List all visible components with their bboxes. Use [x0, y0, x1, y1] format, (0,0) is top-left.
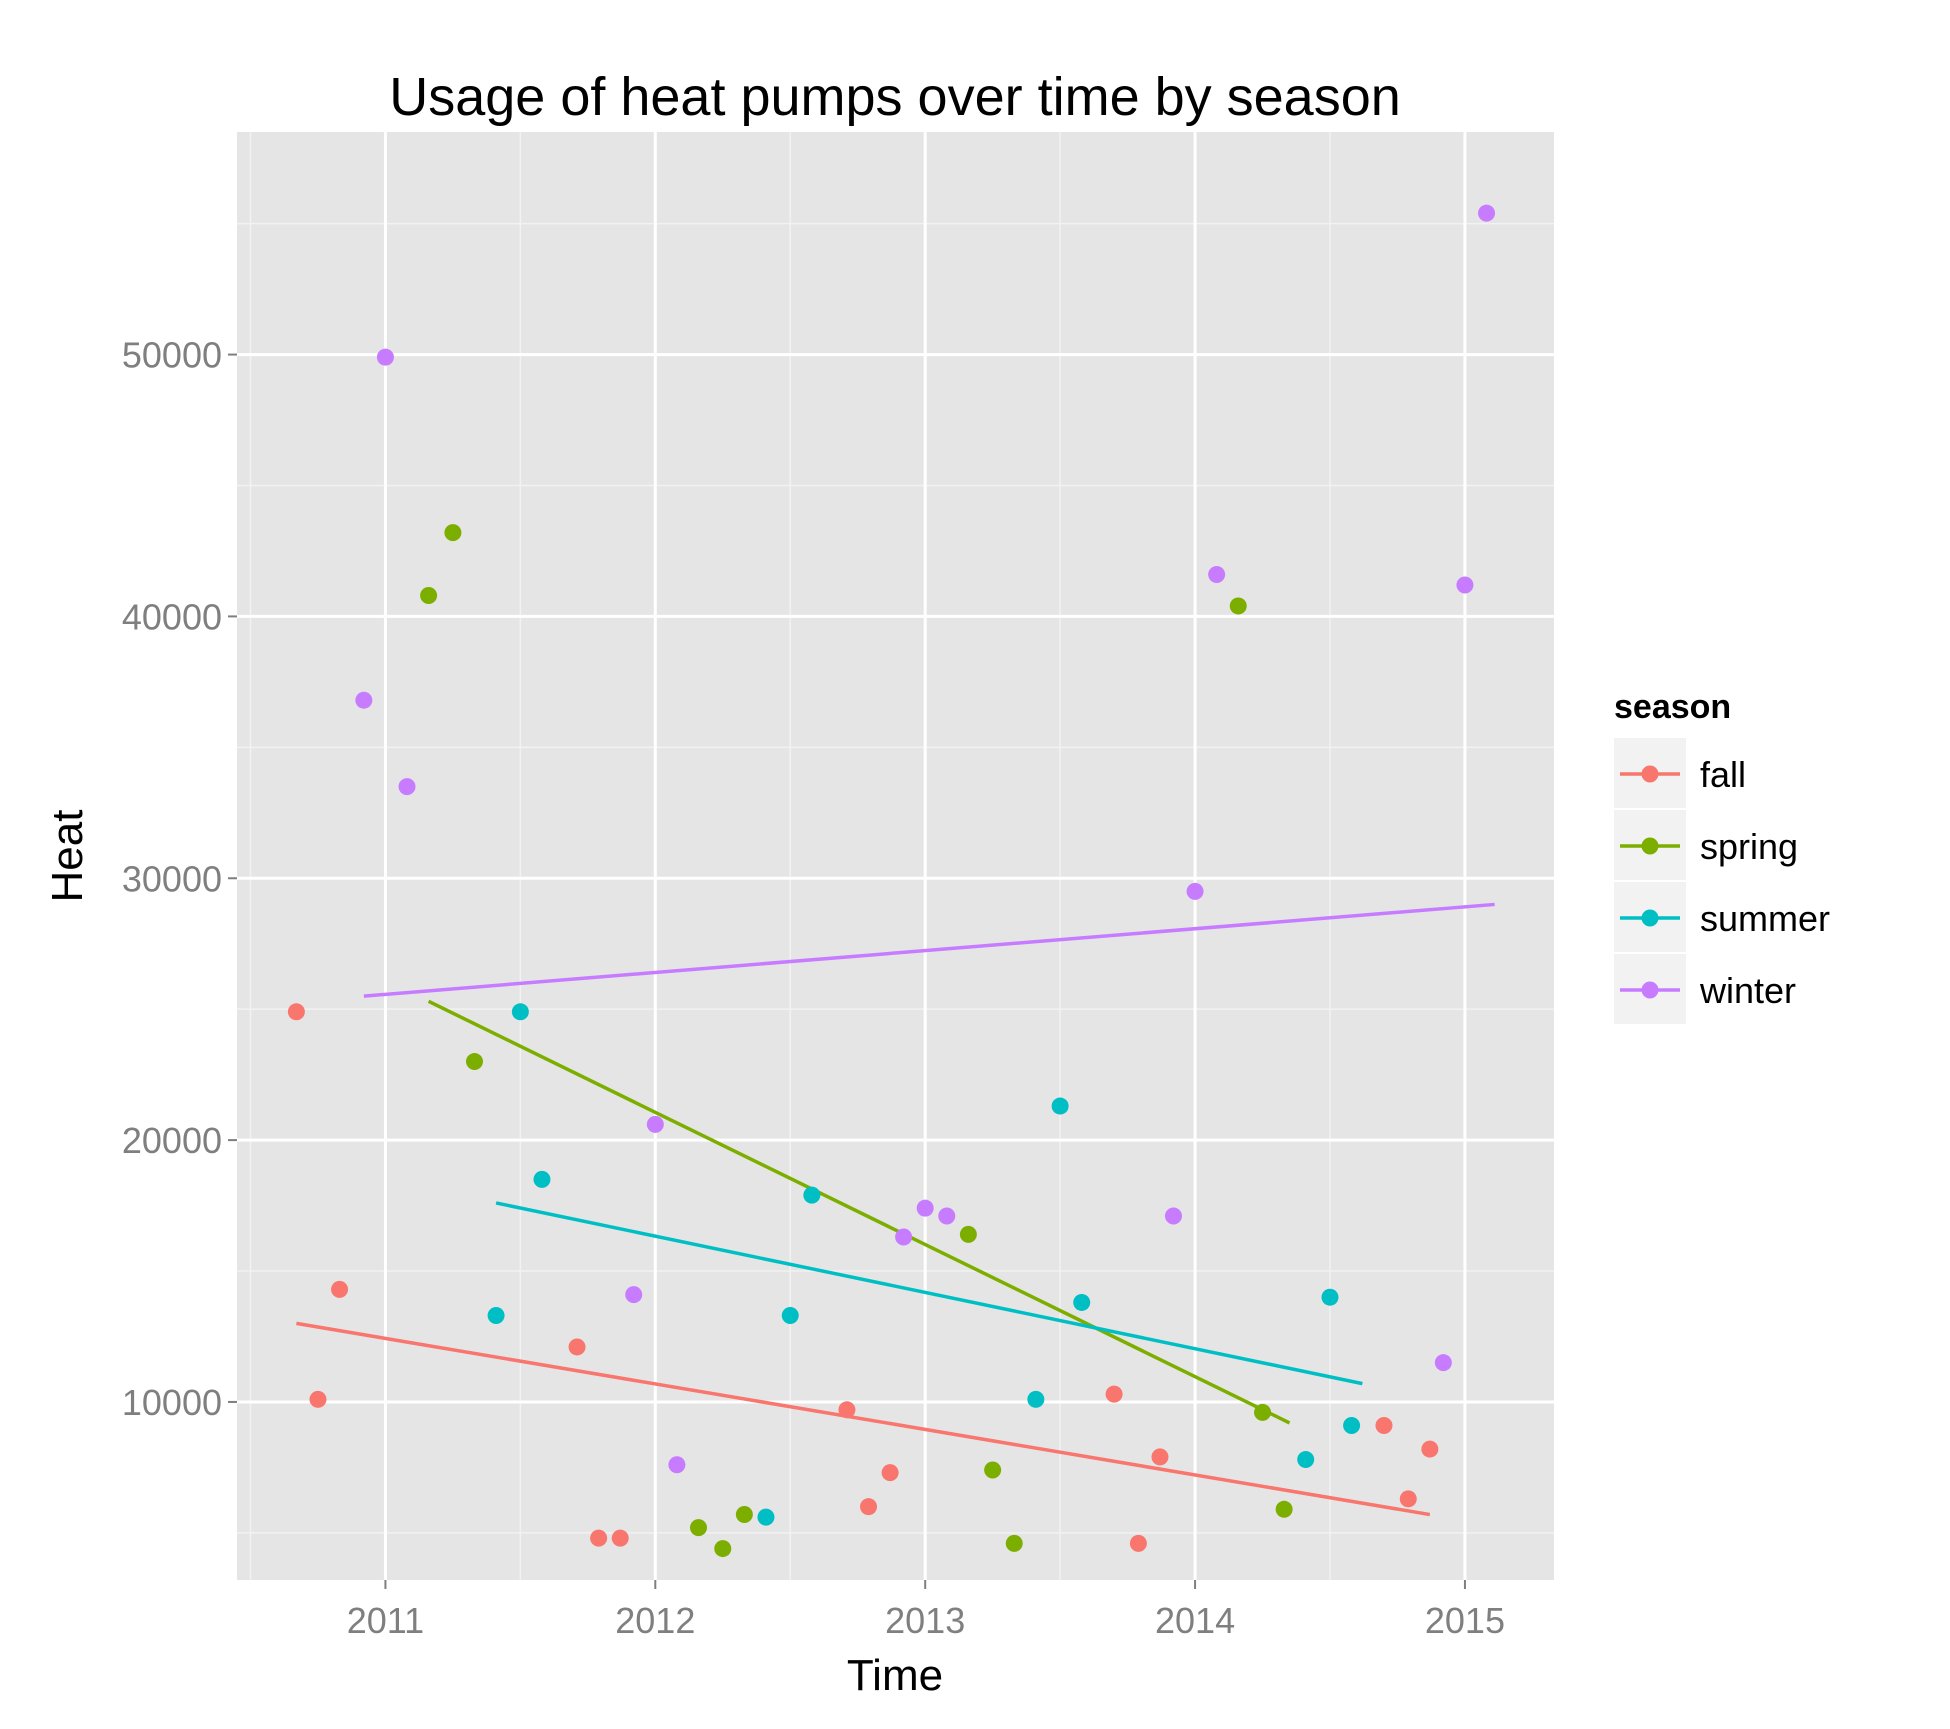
fall-point: [568, 1338, 586, 1356]
legend-key-point-fall: [1641, 765, 1659, 783]
grid-major: [237, 132, 1554, 1580]
fall-point: [590, 1529, 608, 1547]
summer-point: [1073, 1293, 1091, 1311]
x-tick-label: 2011: [347, 1600, 424, 1641]
plot-panel: [237, 132, 1554, 1580]
spring-point: [959, 1225, 977, 1243]
legend-label-winter: winter: [1699, 970, 1796, 1011]
fall-point: [1399, 1490, 1417, 1508]
summer-trend-line: [495, 1201, 1363, 1386]
fall-point: [1129, 1534, 1147, 1552]
spring-point: [689, 1519, 707, 1537]
winter-point: [668, 1456, 686, 1474]
winter-point: [1434, 1354, 1452, 1372]
winter-point: [1186, 882, 1204, 900]
winter-point: [1164, 1207, 1182, 1225]
legend-label-spring: spring: [1700, 826, 1798, 867]
summer-point: [1321, 1288, 1339, 1306]
summer-point: [1027, 1390, 1045, 1408]
y-tick-label: 50000: [122, 335, 222, 376]
winter-trend-line: [363, 902, 1495, 998]
summer-point: [1051, 1097, 1069, 1115]
grid-minor: [237, 132, 1554, 1580]
spring-point: [1275, 1500, 1293, 1518]
legend: season fall spring summer winter: [1614, 688, 1830, 1024]
y-axis-title: Heat: [43, 810, 92, 903]
legend-label-fall: fall: [1700, 754, 1746, 795]
legend-title: season: [1614, 688, 1731, 726]
summer-point: [511, 1003, 529, 1021]
legend-key-point-spring: [1641, 837, 1659, 855]
winter-point: [646, 1115, 664, 1133]
legend-key-point-winter: [1641, 981, 1659, 999]
legend-label-summer: summer: [1700, 898, 1830, 939]
fall-point: [1105, 1385, 1123, 1403]
fall-point: [309, 1390, 327, 1408]
summer-point: [487, 1307, 505, 1325]
summer-point: [781, 1307, 799, 1325]
legend-key-point-summer: [1641, 909, 1659, 927]
x-tick-label: 2012: [615, 1600, 695, 1641]
x-axis-title: Time: [847, 1651, 943, 1700]
fall-point: [838, 1401, 856, 1419]
winter-point: [398, 778, 416, 796]
y-tick-label: 40000: [122, 596, 222, 637]
y-tick-label: 10000: [122, 1382, 222, 1423]
fall-point: [881, 1464, 899, 1482]
spring-point: [984, 1461, 1002, 1479]
summer-point: [1343, 1417, 1361, 1435]
fall-point: [1151, 1448, 1169, 1466]
trend-lines: [296, 902, 1495, 1517]
spring-point: [465, 1053, 483, 1071]
spring-point: [714, 1540, 732, 1558]
winter-point: [376, 348, 394, 366]
spring-point: [444, 524, 462, 542]
winter-point: [1208, 566, 1226, 584]
winter-point: [355, 691, 373, 709]
winter-point: [1478, 204, 1496, 222]
winter-point: [938, 1207, 956, 1225]
chart-title: Usage of heat pumps over time by season: [389, 67, 1401, 127]
x-tick-label: 2015: [1425, 1600, 1505, 1641]
winter-point: [625, 1286, 643, 1304]
winter-point: [1456, 576, 1474, 594]
spring-point: [420, 586, 438, 604]
fall-point: [331, 1280, 349, 1298]
spring-point: [735, 1506, 753, 1524]
summer-point: [533, 1170, 551, 1188]
x-tick-label: 2014: [1155, 1600, 1235, 1641]
y-axis: 10000 20000 30000 40000 50000: [122, 335, 237, 1423]
data-points: [287, 204, 1496, 1558]
spring-point: [1254, 1403, 1272, 1421]
fall-point: [1375, 1417, 1393, 1435]
fall-point: [611, 1529, 629, 1547]
spring-point: [1229, 597, 1247, 615]
fall-trend-line: [296, 1321, 1431, 1517]
y-tick-label: 30000: [122, 858, 222, 899]
x-tick-label: 2013: [885, 1600, 965, 1641]
fall-point: [860, 1498, 878, 1516]
spring-point: [1005, 1534, 1023, 1552]
spring-trend-line: [427, 999, 1291, 1425]
winter-point: [916, 1199, 934, 1217]
fall-point: [287, 1003, 305, 1021]
winter-point: [895, 1228, 913, 1246]
summer-point: [803, 1186, 821, 1204]
y-tick-label: 20000: [122, 1120, 222, 1161]
x-axis: 2011 2012 2013 2014 2015: [347, 1580, 1505, 1641]
summer-point: [757, 1508, 775, 1526]
summer-point: [1297, 1451, 1315, 1469]
fall-point: [1421, 1440, 1439, 1458]
